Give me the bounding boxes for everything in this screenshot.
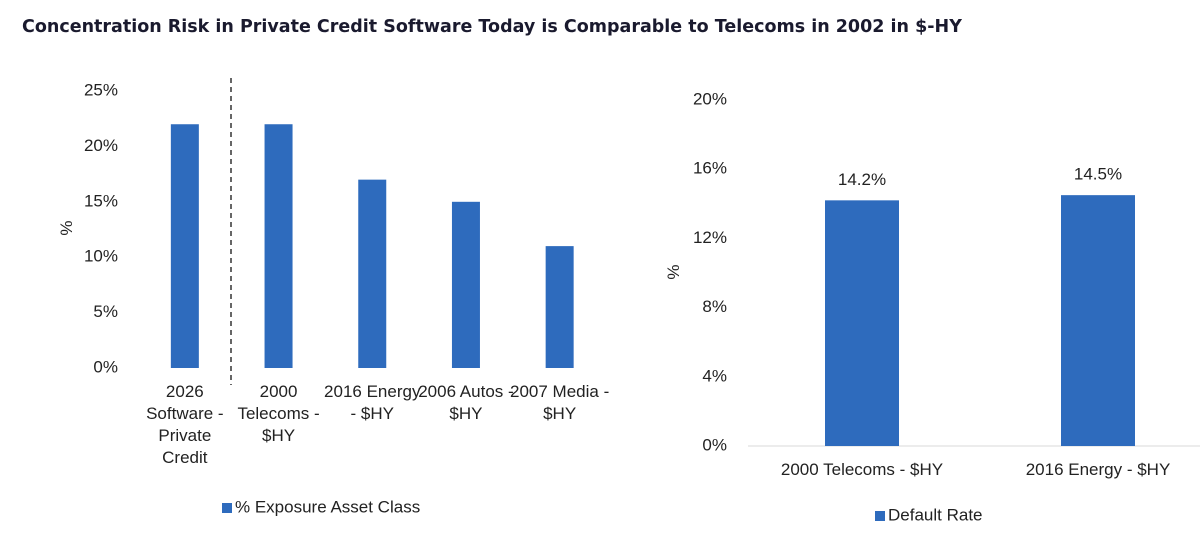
legend-label: Default Rate	[888, 505, 983, 524]
x-tick-label: 2007 Media - $HY	[510, 382, 610, 423]
y-tick-label: 0%	[702, 435, 727, 454]
y-tick-label: 10%	[84, 247, 118, 266]
x-tick-label: 2006 Autos - $HY	[418, 382, 514, 423]
y-tick-label: 0%	[93, 357, 118, 376]
y-tick-label: 4%	[702, 366, 727, 385]
bar	[545, 246, 574, 368]
bar	[1061, 195, 1135, 446]
y-tick-label: 15%	[84, 191, 118, 210]
legend-label: % Exposure Asset Class	[235, 497, 420, 516]
bar	[170, 124, 199, 369]
x-tick-label: 2016 Energy - $HY	[324, 382, 421, 423]
bar	[264, 124, 293, 369]
bar	[825, 200, 899, 446]
x-tick-label: 2016 Energy - $HY	[1025, 460, 1171, 479]
y-tick-label: 20%	[693, 89, 727, 108]
y-tick-label: 5%	[93, 302, 118, 321]
page-title: Concentration Risk in Private Credit Sof…	[22, 17, 962, 37]
bar	[358, 179, 387, 368]
y-axis-label: %	[664, 264, 683, 279]
data-label: 14.2%	[838, 170, 886, 189]
bar	[451, 201, 480, 368]
y-tick-label: 20%	[84, 136, 118, 155]
data-label: 14.5%	[1074, 165, 1122, 184]
y-tick-label: 8%	[702, 297, 727, 316]
y-axis-label: %	[57, 220, 76, 235]
legend-swatch	[875, 511, 885, 521]
legend-swatch	[222, 503, 232, 513]
x-tick-label: 2026 Software - Private Credit	[146, 382, 224, 467]
y-tick-label: 16%	[693, 159, 727, 178]
y-tick-label: 25%	[84, 80, 118, 99]
y-tick-label: 12%	[693, 228, 727, 247]
x-tick-label: 2000 Telecoms - $HY	[780, 460, 944, 479]
x-tick-label: 2000 Telecoms - $HY	[237, 382, 320, 445]
